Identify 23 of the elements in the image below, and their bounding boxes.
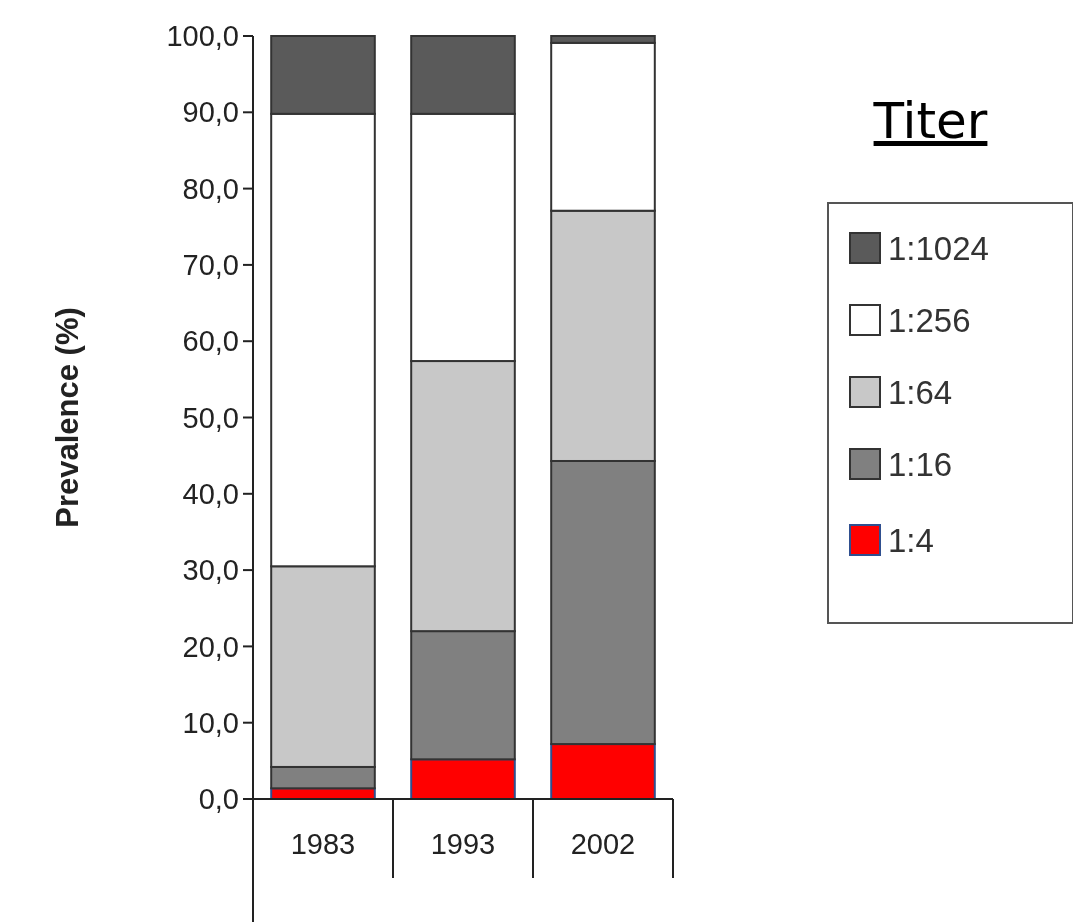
bar	[410, 758, 516, 800]
legend-label: 1:64	[888, 373, 953, 411]
legend-label: 1:16	[888, 445, 953, 483]
y-axis-title: Prevalence (%)	[50, 307, 85, 528]
bar	[550, 743, 656, 800]
y-tick-label: 20,0	[182, 630, 239, 663]
x-tick-label: 1983	[290, 828, 356, 860]
y-tick-label: 0,0	[198, 783, 239, 816]
legend-label: 1:4	[888, 521, 934, 559]
y-tick-label: 10,0	[182, 706, 239, 739]
legend-label: 1:1024	[888, 229, 989, 267]
y-tick-label: 70,0	[182, 249, 239, 282]
legend-label: 1:256	[888, 301, 971, 339]
y-tick-label: 80,0	[182, 172, 239, 205]
y-tick-label: 30,0	[182, 554, 239, 587]
y-tick-label: 100,0	[166, 20, 239, 53]
x-tick-label: 1993	[430, 828, 496, 860]
x-tick-label: 2002	[570, 828, 636, 860]
y-tick-label: 40,0	[182, 477, 239, 510]
y-tick-label: 90,0	[182, 96, 239, 129]
y-tick-label: 50,0	[182, 401, 239, 434]
y-tick-label: 60,0	[182, 325, 239, 358]
legend-title: Titer	[872, 92, 988, 150]
